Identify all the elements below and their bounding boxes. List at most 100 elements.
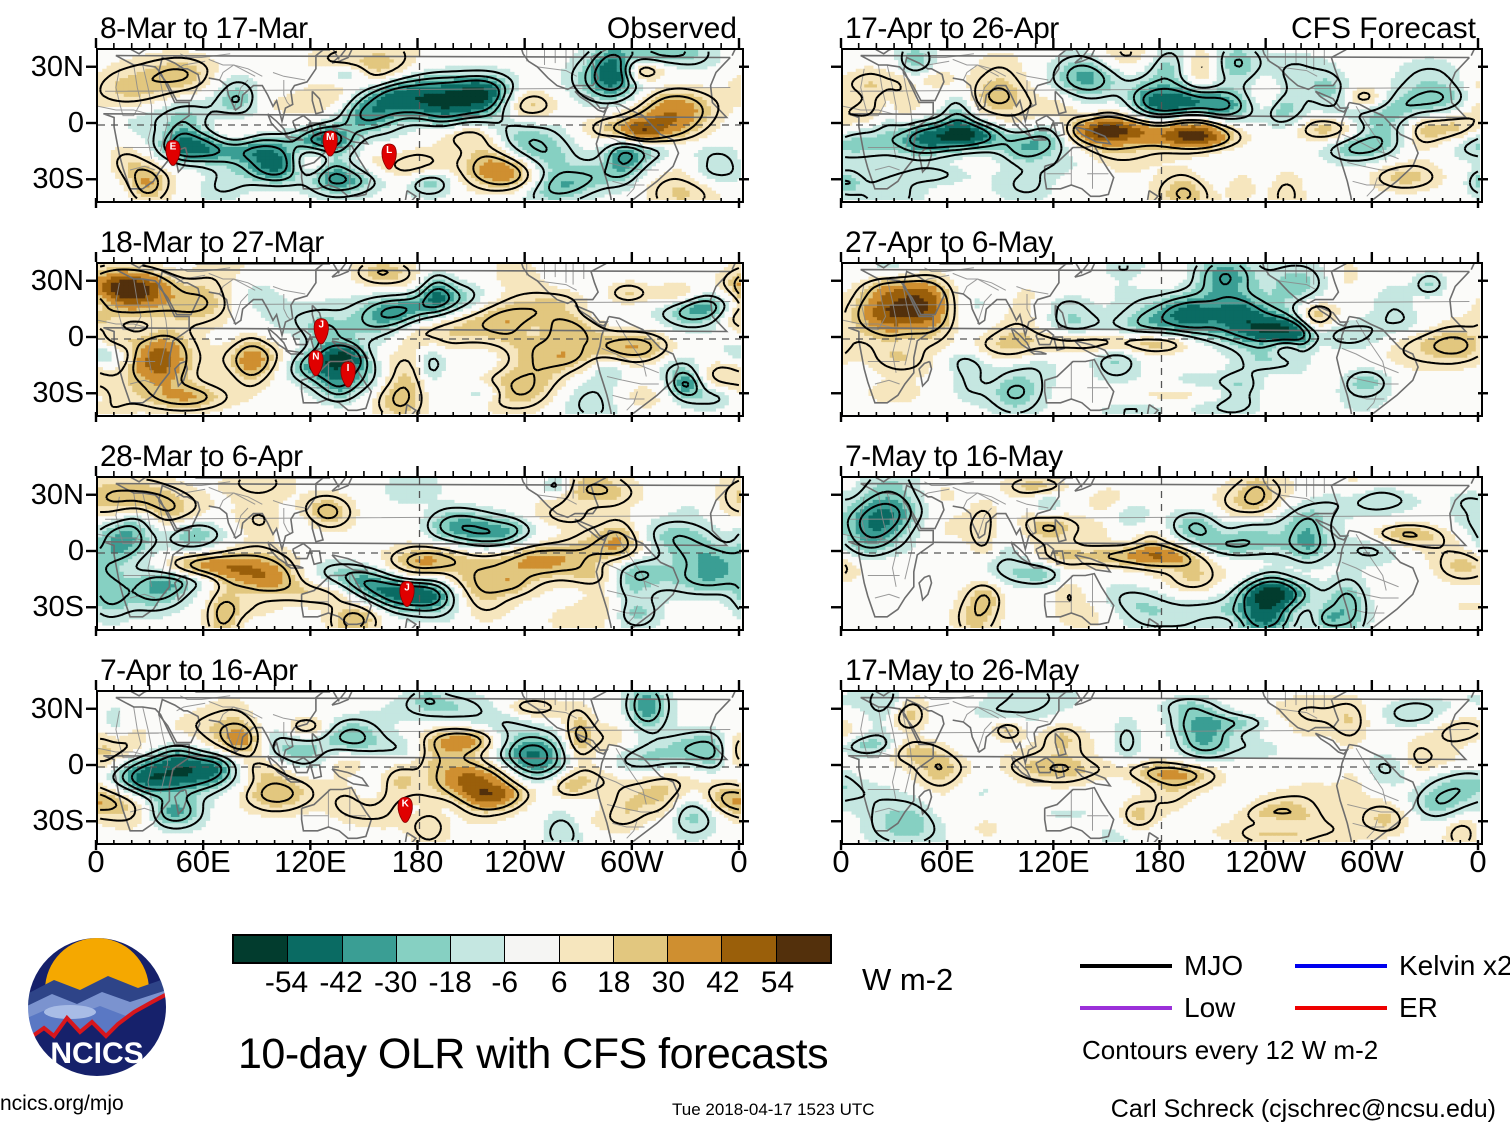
wave-marker: N (308, 350, 324, 377)
x-axis-tick-label: 180 (1134, 846, 1186, 877)
colorbar-tick-label: 42 (706, 966, 739, 1000)
panel-title: 17-Apr to 26-Apr (845, 14, 1059, 44)
legend-item-kelvin-x2: Kelvin x2 (1295, 952, 1510, 980)
y-axis-tick-label: 30S (0, 165, 84, 194)
x-axis-tick-label: 60W (1340, 846, 1404, 877)
y-axis-tick-label: 0 (0, 751, 84, 780)
wave-marker: K (397, 796, 413, 823)
wave-marker: J (399, 580, 415, 608)
colorbar-swatch (559, 936, 614, 962)
colorbar-tick-label: -30 (374, 966, 417, 1000)
x-axis-tick-label: 120E (274, 846, 346, 877)
x-axis-tick-label: 60E (176, 846, 231, 877)
legend-line-swatch (1080, 1006, 1172, 1010)
panel-title: 27-Apr to 6-May (845, 228, 1053, 258)
colorbar-swatch (234, 936, 289, 962)
colorbar-tick-label: 18 (597, 966, 630, 1000)
legend-line-swatch (1080, 964, 1172, 968)
legend-item-mjo: MJO (1080, 952, 1243, 980)
y-axis-tick-label: 30S (0, 807, 84, 836)
colorbar-swatch (613, 936, 669, 962)
colorbar-unit-label: W m-2 (862, 962, 953, 998)
colorbar-tick-label: 30 (652, 966, 685, 1000)
colorbar-ticks: -54 -42 -30 -18 -6 6 18 30 42 54 (232, 966, 832, 1000)
map-panel-fcst-2: 27-Apr to 6-May (831, 228, 1488, 422)
map-canvas: J (96, 476, 744, 631)
legend-item-low: Low (1080, 994, 1235, 1022)
colorbar-swatch (505, 936, 560, 962)
column-header: CFS Forecast (1291, 14, 1476, 44)
ncics-logo: NCICS (22, 932, 172, 1082)
map-panel-obs-3: 28-Mar to 6-Apr J 30N 0 30S (0, 442, 749, 636)
legend-label: Kelvin x2 (1399, 952, 1510, 980)
panel-title: 28-Mar to 6-Apr (100, 442, 303, 472)
column-header: Observed (607, 14, 737, 44)
panel-title: 7-Apr to 16-Apr (100, 656, 298, 686)
colorbar (232, 934, 832, 964)
x-axis-tick-label: 0 (730, 846, 747, 877)
y-axis-tick-label: 0 (0, 537, 84, 566)
y-axis-tick-label: 30N (0, 694, 84, 724)
timestamp: Tue 2018-04-17 1523 UTC (672, 1100, 875, 1120)
logo-label: NCICS (50, 1037, 143, 1070)
colorbar-tick-label: -18 (428, 966, 471, 1000)
y-axis-tick-label: 0 (0, 323, 84, 352)
legend-label: Low (1184, 994, 1235, 1022)
y-axis-tick-label: 30N (0, 480, 84, 510)
map-panel-fcst-3: 7-May to 16-May (831, 442, 1488, 636)
colorbar-tick-label: -54 (265, 966, 308, 1000)
panel-title: 17-May to 26-May (845, 656, 1079, 686)
colorbar-tick-label: 6 (551, 966, 568, 1000)
map-panel-obs-2: 18-Mar to 27-Mar J N I 30N 0 30S (0, 228, 749, 422)
site-url[interactable]: ncics.org/mjo (0, 1092, 124, 1116)
y-axis-tick-label: 30N (0, 52, 84, 82)
legend-label: MJO (1184, 952, 1243, 980)
figure-title: 10-day OLR with CFS forecasts (238, 1030, 829, 1079)
colorbar-swatch (288, 936, 343, 962)
panel-grid: 8-Mar to 17-Mar Observed E M L 30N 0 30S 17-Apr … (0, 14, 1488, 882)
map-canvas (841, 476, 1483, 631)
colorbar-swatch (451, 936, 506, 962)
x-axis-labels: 0 60E 120E 180 120W 60W 0 (832, 846, 1486, 882)
x-axis-tick-label: 60W (600, 846, 664, 877)
y-axis-tick-label: 30N (0, 266, 84, 296)
colorbar-swatch (776, 936, 830, 962)
legend-label: ER (1399, 994, 1438, 1022)
map-canvas (841, 262, 1483, 417)
panel-title: 18-Mar to 27-Mar (100, 228, 324, 258)
map-canvas (841, 48, 1483, 203)
wave-marker: L (381, 143, 397, 170)
wave-marker: E (165, 139, 181, 166)
legend-line-swatch (1295, 964, 1387, 968)
colorbar-swatch (722, 936, 777, 962)
wave-marker: J (313, 318, 329, 345)
x-axis-tick-label: 0 (832, 846, 849, 877)
panel-title: 7-May to 16-May (845, 442, 1063, 472)
x-axis-labels: 0 60E 120E 180 120W 60W 0 (87, 846, 747, 882)
map-panel-obs-4: 7-Apr to 16-Apr K 30N 0 30S (0, 656, 749, 850)
y-axis-tick-label: 30S (0, 593, 84, 622)
author-credit[interactable]: Carl Schreck (cjschrec@ncsu.edu) (1111, 1095, 1496, 1124)
y-axis-tick-label: 30S (0, 379, 84, 408)
x-axis-tick-label: 0 (1469, 846, 1486, 877)
y-axis-tick-label: 0 (0, 109, 84, 138)
x-axis-tick-label: 180 (392, 846, 444, 877)
wave-legend: MJO Kelvin x2 Low ER (1080, 952, 1510, 1032)
map-canvas (841, 690, 1483, 845)
colorbar-swatch (396, 936, 452, 962)
contour-note: Contours every 12 W m-2 (1082, 1035, 1378, 1066)
x-axis-tick-label: 120E (1017, 846, 1089, 877)
legend-line-swatch (1295, 1006, 1387, 1010)
map-canvas: K (96, 690, 744, 845)
colorbar-tick-label: -42 (319, 966, 362, 1000)
map-panel-obs-1: 8-Mar to 17-Mar Observed E M L 30N 0 30S (0, 14, 749, 208)
wave-marker: M (322, 130, 338, 157)
x-axis-tick-label: 60E (920, 846, 975, 877)
colorbar-tick-label: 54 (761, 966, 794, 1000)
wave-marker: I (340, 361, 356, 388)
ncics-logo-icon: NCICS (26, 936, 168, 1078)
x-axis-tick-label: 120W (484, 846, 565, 877)
colorbar-tick-label: -6 (491, 966, 518, 1000)
